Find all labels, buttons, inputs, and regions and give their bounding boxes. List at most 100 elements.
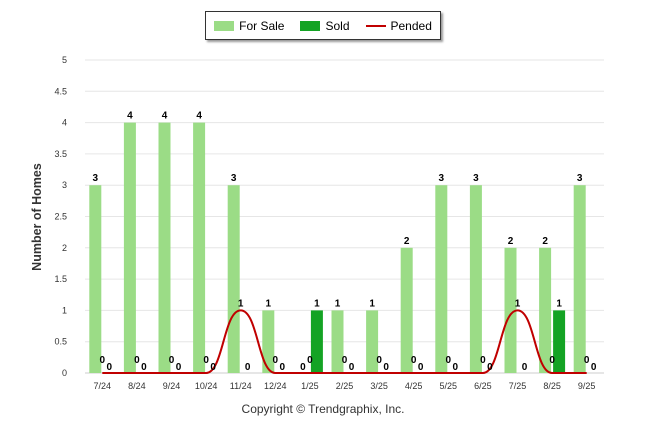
legend-item-sold[interactable]: Sold: [300, 18, 350, 33]
bar-for-sale: [469, 185, 482, 373]
bar-for-sale: [573, 185, 586, 373]
data-label-pended: 0: [376, 355, 382, 366]
bar-for-sale: [435, 185, 448, 373]
data-label-for-sale: 3: [439, 173, 445, 184]
bar-for-sale: [89, 185, 102, 373]
legend: For Sale Sold Pended: [205, 11, 441, 40]
x-tick-label: 3/25: [370, 381, 388, 391]
data-label-sold: 0: [453, 362, 459, 373]
data-label-for-sale: 2: [508, 236, 514, 247]
data-label-pended: 1: [515, 298, 521, 309]
x-tick-label: 9/25: [578, 381, 596, 391]
data-label-for-sale: 3: [93, 173, 99, 184]
data-label-sold: 0: [141, 362, 147, 373]
data-label-sold: 0: [591, 362, 597, 373]
data-label-pended: 0: [480, 355, 486, 366]
y-tick-label: 1.5: [54, 274, 67, 284]
bar-for-sale: [331, 310, 344, 373]
data-label-for-sale: 3: [473, 173, 479, 184]
bar-sold: [310, 310, 323, 373]
legend-swatch-pended: [365, 24, 386, 27]
data-label-pended: 0: [273, 355, 279, 366]
data-label-sold: 0: [210, 362, 216, 373]
data-label-for-sale: 4: [127, 111, 133, 122]
data-label-sold: 0: [280, 362, 286, 373]
data-label-pended: 0: [203, 355, 209, 366]
y-tick-label: 3: [62, 180, 67, 190]
copyright: Copyright © Trendgraphix, Inc.: [241, 402, 405, 416]
legend-label-sold: Sold: [325, 18, 350, 33]
x-tick-label: 9/24: [163, 381, 181, 391]
legend-swatch-sold: [300, 20, 321, 31]
data-label-sold: 0: [522, 362, 528, 373]
data-label-sold: 0: [487, 362, 493, 373]
x-tick-label: 8/25: [543, 381, 561, 391]
data-label-for-sale: 1: [369, 298, 375, 309]
legend-label-pended: Pended: [390, 18, 432, 33]
y-tick-label: 5: [62, 55, 67, 65]
y-tick-label: 0: [62, 368, 67, 378]
bar-for-sale: [262, 310, 275, 373]
data-label-pended: 0: [411, 355, 417, 366]
bar-for-sale: [400, 247, 413, 373]
x-tick-label: 2/25: [336, 381, 354, 391]
data-label-sold: 0: [349, 362, 355, 373]
data-label-sold: 1: [556, 298, 562, 309]
bar-for-sale: [158, 122, 171, 373]
data-label-sold: 0: [107, 362, 113, 373]
data-label-for-sale: 0: [300, 362, 306, 373]
x-tick-label: 12/24: [264, 381, 287, 391]
data-label-for-sale: 3: [577, 173, 583, 184]
x-tick-label: 8/24: [128, 381, 146, 391]
data-label-for-sale: 4: [162, 111, 168, 122]
bar-for-sale: [366, 310, 379, 373]
x-tick-label: 10/24: [195, 381, 218, 391]
y-axis-title: Number of Homes: [30, 163, 44, 271]
data-label-sold: 0: [245, 362, 251, 373]
y-tick-label: 4.5: [54, 86, 67, 96]
legend-label-for-sale: For Sale: [239, 18, 285, 33]
data-label-sold: 0: [418, 362, 424, 373]
y-tick-label: 1: [62, 305, 67, 315]
data-label-pended: 1: [238, 298, 244, 309]
bar-for-sale: [193, 122, 206, 373]
bar-for-sale: [539, 247, 552, 373]
y-tick-label: 2: [62, 243, 67, 253]
bar-for-sale: [504, 247, 517, 373]
data-label-for-sale: 1: [266, 298, 272, 309]
data-label-for-sale: 2: [542, 236, 548, 247]
x-tick-label: 6/25: [474, 381, 492, 391]
legend-item-for-sale[interactable]: For Sale: [214, 19, 284, 33]
data-label-for-sale: 3: [231, 173, 237, 184]
x-tick-label: 1/25: [301, 381, 319, 391]
data-label-sold: 0: [383, 362, 389, 373]
data-label-pended: 0: [446, 355, 452, 366]
data-label-sold: 1: [314, 298, 320, 309]
y-tick-label: 0.5: [54, 337, 67, 347]
data-label-pended: 0: [342, 355, 348, 366]
data-label-for-sale: 2: [404, 236, 410, 247]
bar-for-sale: [227, 185, 240, 373]
y-tick-label: 3.5: [54, 149, 67, 159]
legend-item-pended[interactable]: Pended: [365, 18, 432, 33]
data-label-pended: 0: [549, 355, 555, 366]
data-label-pended: 0: [307, 355, 313, 366]
data-label-pended: 0: [134, 355, 140, 366]
bar-sold: [553, 310, 566, 373]
legend-swatch-for-sale: [214, 20, 235, 31]
x-tick-label: 5/25: [440, 381, 458, 391]
x-tick-label: 11/24: [230, 381, 252, 391]
data-label-pended: 0: [100, 355, 106, 366]
bar-for-sale: [123, 122, 136, 373]
y-tick-label: 4: [62, 118, 67, 128]
data-label-sold: 0: [176, 362, 182, 373]
x-tick-label: 7/24: [94, 381, 112, 391]
y-tick-label: 2.5: [54, 212, 67, 222]
line-pended: [102, 309, 587, 374]
data-label-pended: 0: [169, 355, 175, 366]
data-label-for-sale: 1: [335, 298, 341, 309]
data-label-pended: 0: [584, 355, 590, 366]
x-tick-label: 4/25: [405, 381, 423, 391]
x-tick-label: 7/25: [509, 381, 527, 391]
